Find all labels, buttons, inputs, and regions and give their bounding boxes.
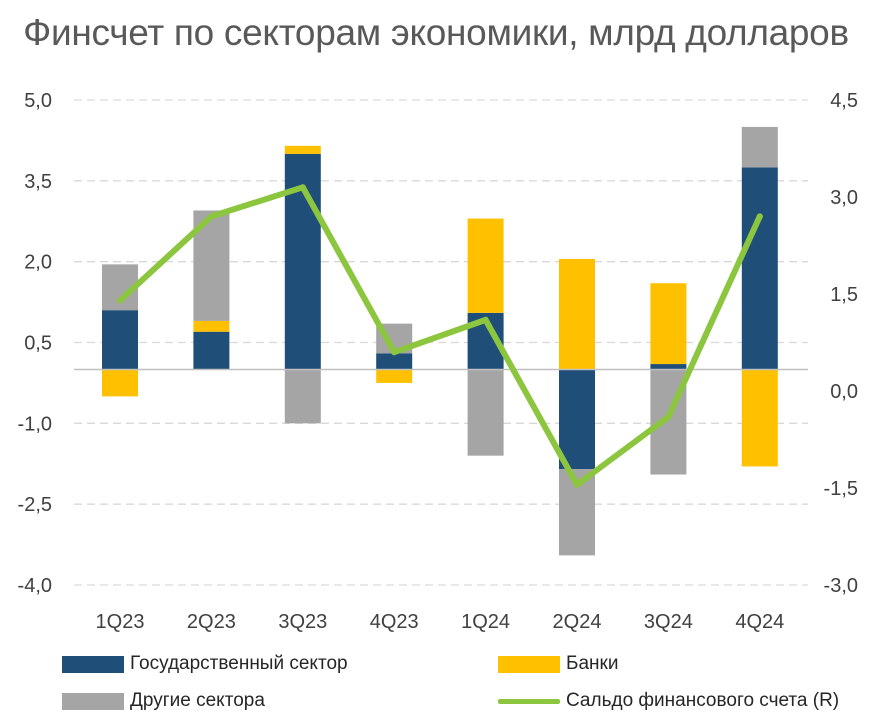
y-tick-label-left: -1,0 — [18, 413, 52, 435]
bar-segment — [559, 258, 595, 370]
x-axis-labels: 1Q23 2Q23 3Q23 4Q23 1Q24 2Q24 3Q24 4Q24 — [96, 611, 785, 633]
bar-segment — [284, 369, 321, 424]
y-tick-label-left: 5,0 — [24, 90, 52, 112]
balance-point — [299, 184, 306, 191]
bar-segment — [376, 353, 413, 370]
bar-segment — [193, 331, 230, 370]
balance-line — [117, 184, 763, 488]
y-axis-right-labels: 4,5 3,0 1,5 0,0 -1,5 -3,0 — [824, 90, 858, 597]
y-tick-label-left: -2,5 — [18, 494, 52, 516]
x-tick-label: 3Q24 — [644, 611, 693, 633]
y-tick-label-right: -3,0 — [824, 575, 858, 597]
bar-segment — [102, 369, 138, 397]
balance-point — [482, 316, 489, 323]
balance-point — [117, 297, 123, 304]
bar-segment — [467, 369, 504, 456]
balance-point — [756, 213, 763, 220]
y-tick-label-right: -1,5 — [824, 478, 858, 500]
y-tick-label-right: 0,0 — [830, 381, 858, 403]
bar-segment — [467, 218, 504, 313]
bar-segment — [741, 369, 778, 467]
x-tick-label: 4Q23 — [370, 611, 419, 633]
balance-point — [574, 481, 580, 488]
y-tick-label-left: 0,5 — [24, 333, 52, 355]
y-tick-label-right: 4,5 — [830, 90, 858, 112]
x-tick-label: 1Q23 — [96, 611, 145, 633]
x-tick-label: 1Q24 — [461, 611, 510, 633]
bar-segment — [284, 145, 321, 154]
x-tick-label: 4Q24 — [735, 611, 784, 633]
y-tick-label-right: 3,0 — [830, 187, 858, 209]
bars — [102, 126, 778, 556]
balance-point — [208, 213, 215, 220]
bar-segment — [741, 126, 778, 168]
line-series — [117, 184, 763, 488]
y-tick-label-left: 2,0 — [24, 252, 52, 274]
y-axis-left-labels: 5,0 3,5 2,0 0,5 -1,0 -2,5 -4,0 — [18, 90, 52, 597]
bar-segment — [376, 369, 413, 383]
bar-segment — [559, 369, 595, 470]
x-tick-label: 2Q23 — [187, 611, 236, 633]
x-tick-label: 3Q23 — [278, 611, 327, 633]
bar-segment — [650, 283, 687, 365]
bar-segment — [102, 310, 138, 370]
x-tick-label: 2Q24 — [553, 611, 602, 633]
y-tick-label-left: 3,5 — [24, 171, 52, 193]
y-tick-label-left: -4,0 — [18, 575, 52, 597]
bar-segment — [193, 320, 230, 332]
gridlines — [74, 99, 808, 586]
bar-segment — [741, 167, 778, 370]
balance-point — [665, 413, 672, 420]
chart-title: Финсчет по секторам экономики, млрд долл… — [23, 12, 849, 53]
bar-segment — [650, 364, 687, 370]
balance-point — [391, 349, 398, 356]
y-tick-label-right: 1,5 — [830, 284, 858, 306]
